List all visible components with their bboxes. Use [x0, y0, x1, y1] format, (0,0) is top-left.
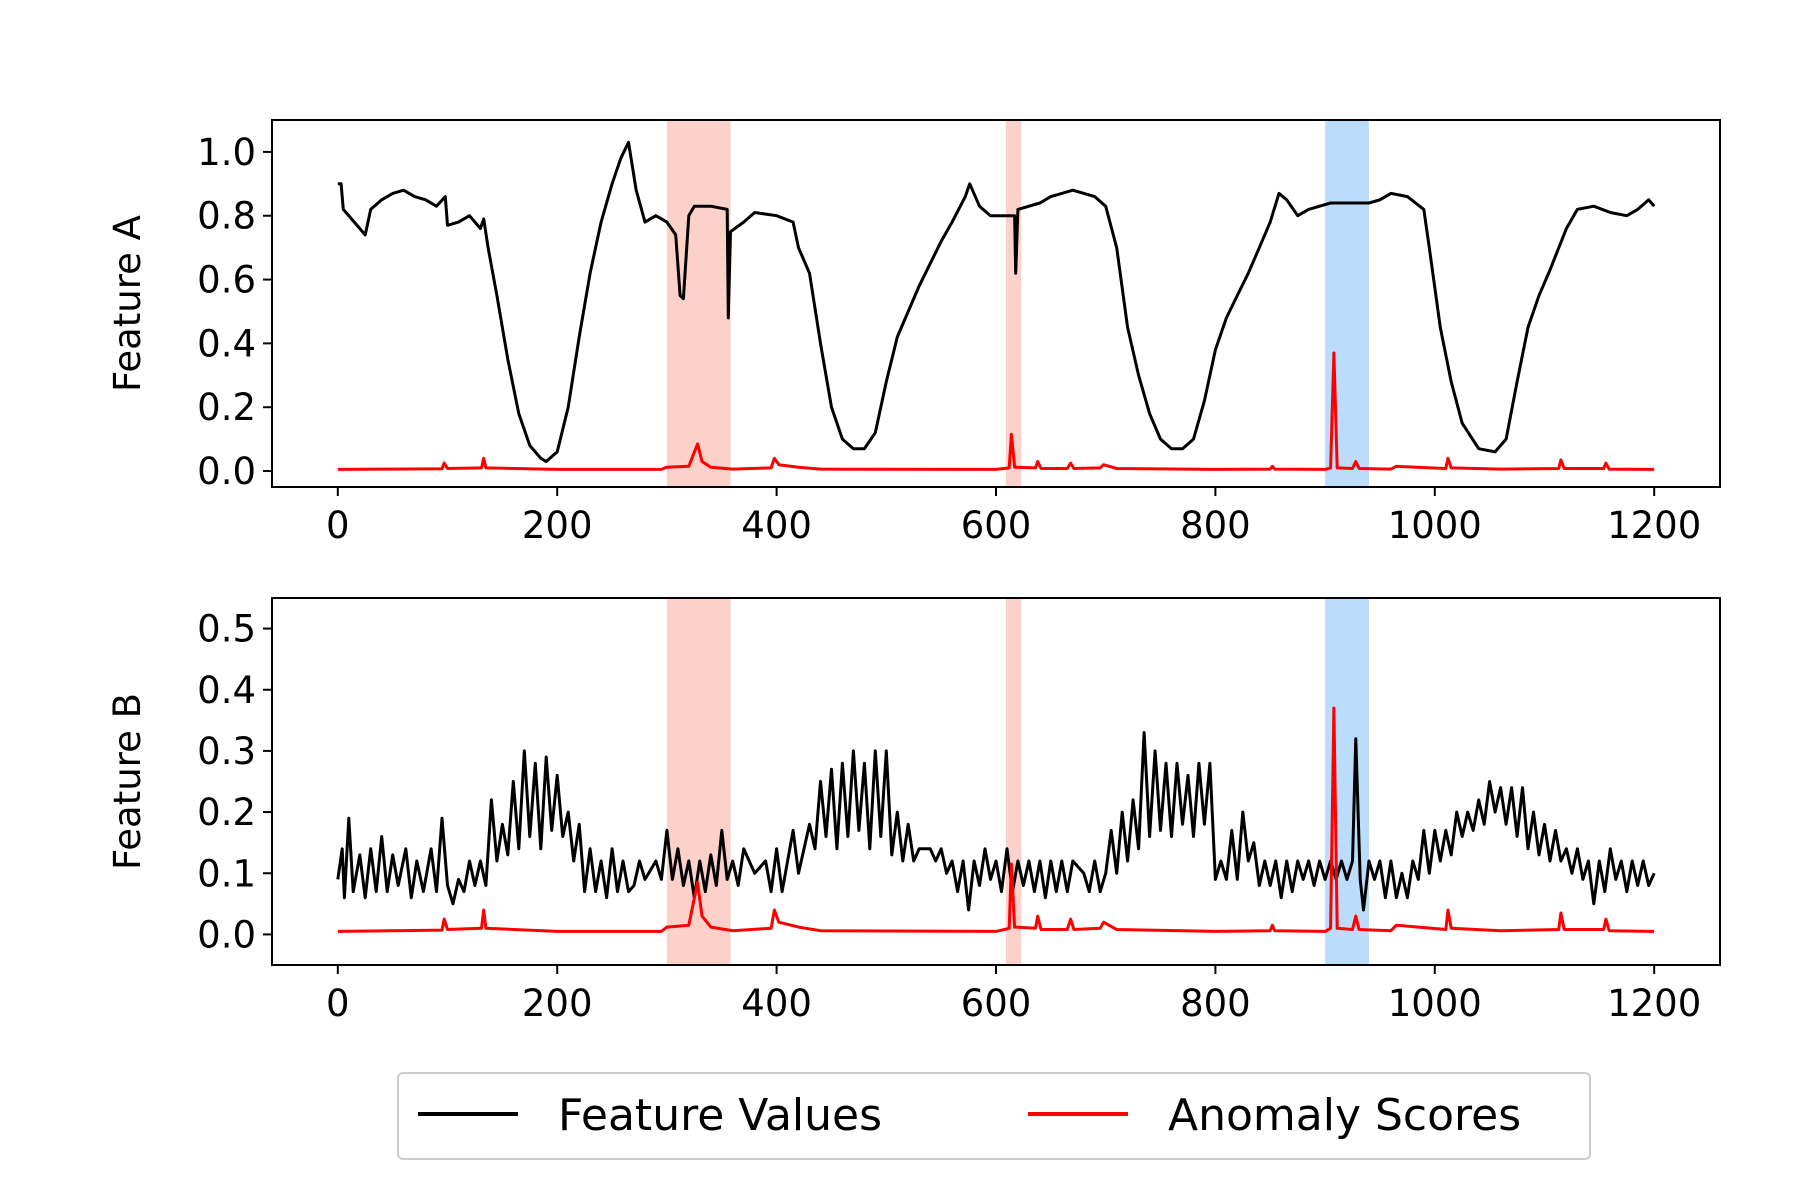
- panel-2-y-axis-label: Feature B: [106, 693, 149, 870]
- panel-2-y-tick-label-0.4: 0.4: [197, 669, 256, 712]
- panel-feature-a: 0 200 400 600 800 1000 1200 0.0 0.2 0.4 0.6 0.8 1.0 F…: [106, 119, 1721, 547]
- panel-2-x-tick-label-1000: 1000: [1388, 982, 1482, 1025]
- panel-1-x-tick-label-0: 0: [326, 504, 350, 547]
- panel-2-x-tick-label-200: 200: [522, 982, 593, 1025]
- panel-feature-b: 0 200 400 600 800 1000 1200 0.0 0.1 0.2 0.3 0.4 0.5 F…: [106, 597, 1721, 1025]
- panel-1-axes-frame: [271, 119, 1721, 488]
- panel-1-highlight-region-1: [666, 120, 731, 487]
- panel-2-y-tick-label-0.0: 0.0: [197, 913, 256, 956]
- panel-1-y-tick-label-0.2: 0.2: [197, 386, 256, 429]
- panel-2-y-tick-label-0.5: 0.5: [197, 608, 256, 651]
- panel-2-x-tick-label-0: 0: [326, 982, 350, 1025]
- panel-1-x-tick-label-1200: 1200: [1607, 504, 1701, 547]
- panel-2-axes-frame: [271, 597, 1721, 966]
- panel-1-highlight-region-2: [1005, 120, 1022, 487]
- legend: Feature Values Anomaly Scores: [397, 1072, 1591, 1160]
- panel-1-x-tick-label-200: 200: [522, 504, 593, 547]
- panel-2-y-tick-label-0.2: 0.2: [197, 791, 256, 834]
- panel-1-series-anomaly-scores: [337, 351, 1655, 471]
- panel-2-highlight-region-1: [666, 598, 731, 965]
- panel-2-x-tick-label-800: 800: [1180, 982, 1251, 1025]
- panel-2-x-tick-label-400: 400: [741, 982, 812, 1025]
- panel-1-series-feature-values: [337, 140, 1656, 463]
- panel-2-series-feature-values: [336, 731, 1656, 912]
- panel-1-y-tick-label-1.0: 1.0: [197, 131, 256, 174]
- panel-1-y-axis-label: Feature A: [106, 215, 149, 392]
- panel-1-x-tick-label-400: 400: [741, 504, 812, 547]
- panel-1-x-tick-label-800: 800: [1180, 504, 1251, 547]
- legend-label-feature-values: Feature Values: [558, 1090, 882, 1141]
- panel-1-y-tick-label-0.8: 0.8: [197, 195, 256, 238]
- panel-1-x-tick-label-600: 600: [961, 504, 1032, 547]
- panel-2-x-tick-label-1200: 1200: [1607, 982, 1701, 1025]
- panel-2-y-tick-label-0.1: 0.1: [197, 852, 256, 895]
- panel-1-y-tick-label-0.0: 0.0: [197, 450, 256, 493]
- panel-1-y-tick-label-0.4: 0.4: [197, 322, 256, 365]
- panel-2-x-tick-label-600: 600: [961, 982, 1032, 1025]
- panel-2-series-anomaly-scores: [337, 706, 1655, 933]
- panel-1-y-tick-label-0.6: 0.6: [197, 259, 256, 302]
- panel-2-y-tick-label-0.3: 0.3: [197, 730, 256, 773]
- legend-frame: [397, 1072, 1591, 1160]
- panel-1-x-tick-label-1000: 1000: [1388, 504, 1482, 547]
- legend-label-anomaly-scores: Anomaly Scores: [1168, 1090, 1521, 1141]
